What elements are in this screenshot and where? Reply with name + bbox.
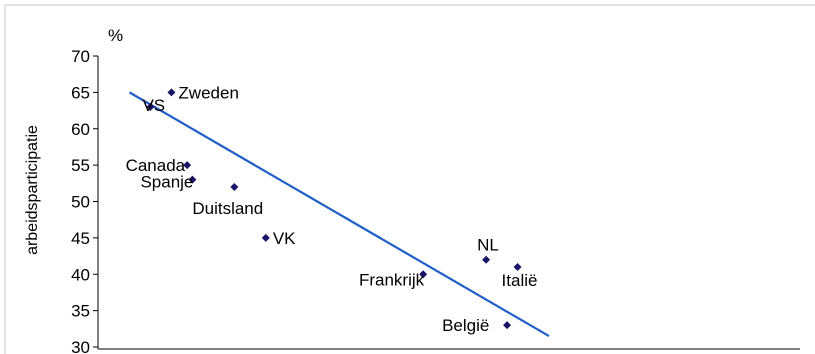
point-label: Duitsland <box>192 199 263 218</box>
y-tick-label: 55 <box>71 156 90 175</box>
data-point <box>482 255 491 264</box>
data-point <box>230 182 239 191</box>
y-axis-title: arbeidsparticipatie <box>24 125 41 255</box>
point-label: Spanje <box>140 173 193 192</box>
y-tick-label: 40 <box>71 265 90 284</box>
y-tick-label: 70 <box>71 47 90 66</box>
data-point <box>183 161 192 170</box>
y-tick-label: 35 <box>71 302 90 321</box>
data-point <box>503 321 512 330</box>
trendline-group <box>128 91 550 338</box>
y-tick-label: 60 <box>71 120 90 139</box>
point-label: Frankrijk <box>359 270 425 289</box>
point-label: VS <box>142 96 165 115</box>
data-point <box>188 175 197 184</box>
point-label: Zweden <box>178 83 238 102</box>
y-tick-label: 30 <box>71 338 90 354</box>
y-tick-label: 50 <box>71 193 90 212</box>
point-label: België <box>442 316 489 335</box>
data-point <box>513 262 522 271</box>
data-point <box>419 270 428 279</box>
data-point <box>146 102 155 111</box>
point-label: Italië <box>502 271 538 290</box>
y-tick-label: 65 <box>71 83 90 102</box>
point-label: Canada <box>126 156 186 175</box>
trendline <box>128 91 550 338</box>
point-label: NL <box>477 236 499 255</box>
point-label: VK <box>273 229 296 248</box>
y-unit-label: % <box>108 26 123 45</box>
axes: 30 35 40 45 50 55 60 65 70 <box>71 47 800 354</box>
data-point <box>261 233 270 242</box>
y-tick-label: 45 <box>71 229 90 248</box>
data-point <box>167 88 176 97</box>
